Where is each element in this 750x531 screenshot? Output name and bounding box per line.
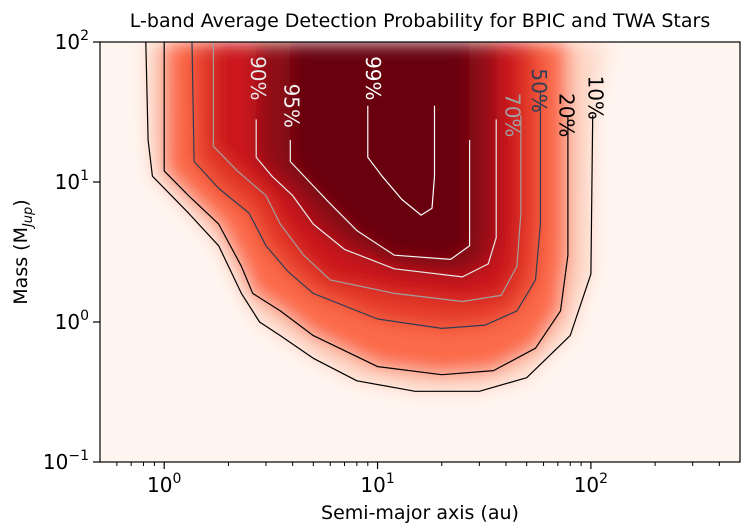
y-tick-label: 102: [55, 28, 89, 54]
x-tick-label: 102: [574, 471, 608, 497]
plot-frame: [99, 41, 741, 463]
contour-label-70pct: 70%: [501, 93, 525, 137]
y-axis-label: Mass (MJup): [10, 199, 36, 304]
x-axis-label: Semi-major axis (au): [321, 502, 519, 524]
contour-label-90pct: 90%: [246, 56, 270, 100]
contour-line-50pct: [191, 42, 541, 329]
y-tick-label: 100: [55, 308, 89, 334]
contour-lines: [145, 42, 594, 392]
axes: 100 101 102 10−1 100 101 102: [43, 28, 720, 497]
contour-labels: 10%20%50%70% 90% 95% 99%: [246, 56, 608, 137]
y-axis-label-sub: Jup: [21, 207, 36, 230]
y-tick-label: 101: [55, 168, 89, 194]
heatmap-fill: [131, 42, 614, 392]
x-tick-label: 101: [360, 471, 394, 497]
contour-line-95pct: [289, 139, 471, 260]
contour-line-99pct: [367, 105, 436, 216]
chart-title: L-band Average Detection Probability for…: [130, 10, 710, 32]
contour-label-50pct: 50%: [527, 68, 551, 112]
x-tick-label: 100: [147, 471, 181, 497]
contour-line-70pct: [212, 42, 522, 303]
contour-line-90pct: [255, 119, 497, 278]
heat-region-99pct: [367, 42, 435, 216]
contour-label-10pct: 10%: [583, 75, 607, 119]
y-axis-label-close: ): [10, 199, 32, 206]
contour-label-99pct: 99%: [361, 56, 385, 100]
contour-line-10pct: [145, 42, 594, 392]
contour-label-95pct: 95%: [280, 84, 304, 128]
y-tick-label: 10−1: [43, 448, 89, 474]
y-axis-label-main: Mass (M: [10, 227, 32, 305]
contour-line-20pct: [163, 42, 569, 376]
contour-label-20pct: 20%: [555, 93, 579, 137]
probability-heatmap: [131, 42, 614, 392]
